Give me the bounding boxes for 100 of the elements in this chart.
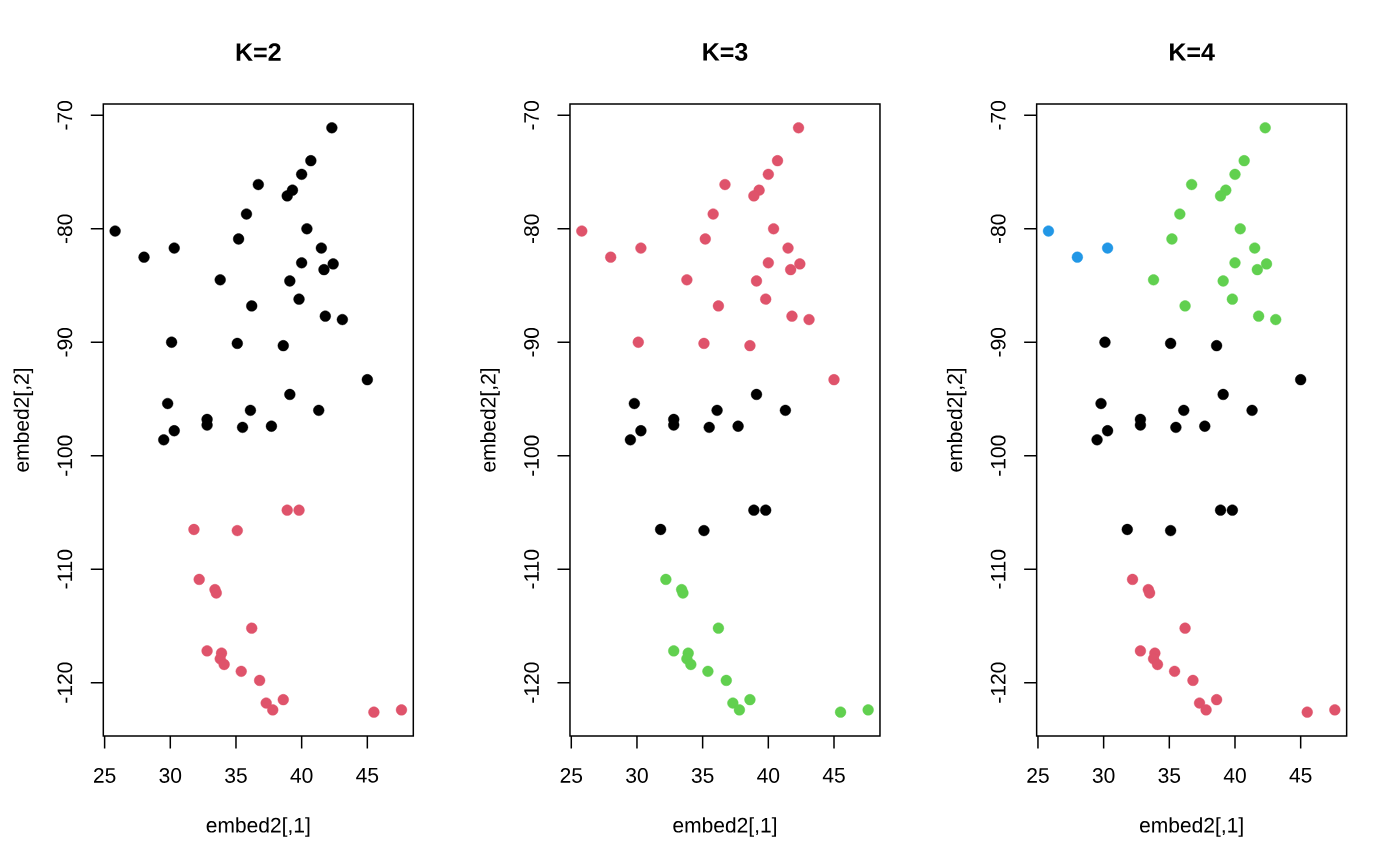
point [284,275,296,287]
point [168,425,180,437]
point [240,208,253,220]
point [193,573,205,586]
point [1251,264,1263,276]
x-tick-label: 35 [1158,768,1181,783]
point [231,525,243,537]
y-tick-label: -90 [57,327,73,357]
point [265,420,278,432]
point [214,274,226,286]
point [1229,168,1241,180]
point [1211,694,1223,706]
point [733,704,746,716]
point [1151,658,1164,671]
point [1211,340,1223,352]
point [1134,645,1147,657]
point [605,251,617,263]
point [327,258,339,270]
point [1329,704,1341,716]
point [744,694,756,706]
x-tick-label: 35 [691,768,714,783]
x-tick-label: 40 [290,768,313,783]
y-tick-label: -80 [57,214,73,244]
point [218,658,230,671]
point [284,388,296,401]
point [1101,425,1114,437]
point [762,168,774,180]
point [1179,300,1191,312]
point [326,122,338,134]
point [760,504,772,516]
point [138,251,150,263]
x-tick-label: 40 [757,768,780,783]
point [711,404,723,416]
point [252,178,264,191]
point [281,190,293,202]
point [1214,190,1227,202]
point [1179,622,1191,634]
point [794,258,806,270]
point [779,404,791,416]
y-tick-label: -70 [524,100,539,130]
point [635,425,647,437]
point [624,434,636,446]
point [254,674,266,686]
point [188,523,200,536]
point [1246,404,1258,416]
point [244,404,257,416]
point [1178,404,1190,416]
chart-title: K=3 [703,43,748,61]
x-tick-label: 45 [356,768,379,783]
point [296,168,308,180]
point [201,645,213,657]
point [628,397,640,410]
point [576,225,588,237]
point [1147,274,1160,286]
point [1165,337,1177,349]
point [1166,233,1178,245]
point [1234,223,1246,235]
point [277,340,289,352]
point [319,310,331,322]
point [719,178,731,191]
point [1174,208,1186,220]
point [1199,420,1211,432]
point [750,275,763,287]
point [685,658,697,671]
point [1229,257,1241,269]
y-tick-label: -100 [57,435,73,476]
chart-title: K=4 [1170,43,1215,61]
chart-title: K=2 [236,43,281,61]
point [834,706,847,718]
point [635,242,647,254]
point [1217,388,1229,401]
point [361,374,373,386]
point [281,504,293,516]
point [1165,525,1177,537]
point [699,233,711,245]
y-axis-title: embed2[,2] [13,368,34,472]
point [1295,374,1307,386]
point [1091,434,1103,446]
point [1226,504,1238,516]
point [162,397,174,410]
point [293,293,305,305]
point [760,293,772,305]
point [792,122,805,134]
point [231,337,243,349]
point [1042,225,1055,237]
point [277,694,289,706]
point [305,155,317,167]
x-tick-label: 30 [1092,768,1115,783]
point [727,697,739,709]
point [698,525,710,537]
y-tick-label: -110 [524,549,539,589]
point [315,242,327,254]
point [318,264,330,276]
point [1226,293,1238,305]
point [236,421,249,433]
point [632,336,644,348]
point [712,300,725,312]
y-tick-label: -100 [990,435,1006,476]
x-tick-label: 25 [1027,768,1049,783]
point [158,434,170,446]
